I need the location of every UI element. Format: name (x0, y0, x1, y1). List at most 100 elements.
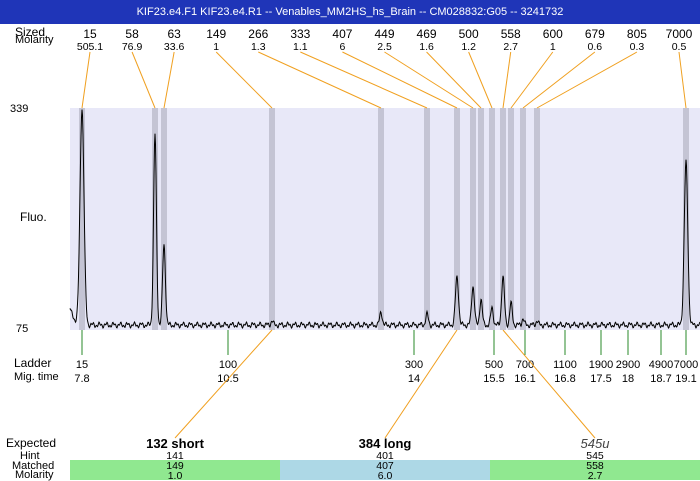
ladder-label: Ladder (14, 356, 52, 370)
peak-size-label: 600 (543, 27, 563, 41)
peak-connector (468, 51, 493, 109)
peak-size-label: 449 (374, 27, 394, 41)
peak-connector (163, 51, 175, 109)
ladder-time-label: 16.8 (554, 373, 575, 385)
peak-connector (81, 51, 91, 109)
peak-molarity-label: 1.1 (293, 41, 308, 53)
peak-molarity-label: 33.6 (164, 41, 185, 53)
peak-molarity-label: 2.7 (503, 41, 518, 53)
molarity-bottom-label: Molarity (15, 469, 54, 481)
peak-size-label: 58 (125, 27, 139, 41)
peak-connector (678, 51, 687, 109)
expected-connector (174, 329, 273, 439)
expected-product-label: 545u (581, 436, 610, 451)
peak-connector (502, 51, 512, 109)
ladder-time-label: 19.1 (675, 373, 696, 385)
sized-label: Sized (15, 25, 46, 39)
peak-molarity-label: 505.1 (77, 41, 103, 53)
expected-matched-value: 407 (376, 460, 394, 472)
peak-connector (215, 51, 273, 109)
y-max-label: 339 (10, 103, 29, 115)
peak-size-label: 149 (206, 27, 226, 41)
molarity-label: Molarity (15, 34, 54, 46)
ladder-time-label: 18.7 (650, 373, 671, 385)
expected-matched-value: 558 (586, 460, 604, 472)
peak-band (520, 108, 526, 330)
peak-molarity-label: 1.3 (251, 41, 266, 53)
peak-molarity-label: 0.3 (630, 41, 645, 53)
expected-molarity-value: 6.0 (378, 470, 393, 480)
matched-label: Matched (12, 460, 55, 472)
expected-bar-long (280, 460, 490, 480)
peak-band (424, 108, 430, 330)
peak-size-label: 469 (417, 27, 437, 41)
mig-time-label: Mig. time (14, 371, 59, 383)
peak-molarity-label: 2.5 (377, 41, 392, 53)
ladder-size-label: 4900 (649, 359, 673, 371)
peak-size-label: 679 (585, 27, 605, 41)
expected-hint-value: 401 (376, 450, 394, 462)
y-min-label: 75 (16, 323, 29, 335)
ladder-size-label: 700 (516, 359, 534, 371)
ladder-size-label: 300 (405, 359, 423, 371)
peak-size-label: 7000 (666, 27, 693, 41)
expected-product-label: 384 long (359, 436, 412, 451)
peak-connector (300, 51, 428, 109)
ladder-time-label: 16.1 (514, 373, 535, 385)
expected-molarity-value: 1.0 (168, 470, 183, 480)
peak-molarity-label: 1.2 (461, 41, 476, 53)
peak-connector (522, 51, 596, 109)
peak-size-label: 500 (459, 27, 479, 41)
window-title: KIF23.e4.F1 KIF23.e4.R1 -- Venables_MM2H… (0, 0, 700, 24)
peak-band (508, 108, 514, 330)
peak-band (454, 108, 460, 330)
ladder-size-label: 7000 (674, 359, 698, 371)
peak-molarity-label: 76.9 (122, 41, 143, 53)
ladder-time-label: 7.8 (74, 373, 89, 385)
ladder-time-label: 18 (622, 373, 634, 385)
fluo-axis-label: Fluo. (20, 210, 47, 224)
ladder-time-label: 15.5 (483, 373, 504, 385)
peak-size-label: 63 (167, 27, 181, 41)
ladder-size-label: 500 (485, 359, 503, 371)
ladder-size-label: 2900 (616, 359, 640, 371)
peak-size-label: 266 (248, 27, 268, 41)
peak-size-label: 407 (332, 27, 352, 41)
peak-connector (342, 51, 458, 109)
peak-band (478, 108, 484, 330)
fluorescence-trace (69, 109, 700, 330)
peak-connector (131, 51, 156, 109)
hint-label: Hint (20, 450, 40, 462)
peak-connector (258, 51, 382, 109)
ladder-time-label: 17.5 (590, 373, 611, 385)
peak-molarity-label: 1.6 (419, 41, 434, 53)
peak-band (79, 108, 85, 330)
expected-bar-short (70, 460, 280, 480)
peak-size-label: 558 (501, 27, 521, 41)
peak-molarity-label: 1 (213, 41, 219, 53)
peak-band (269, 108, 275, 330)
peak-connector (510, 51, 554, 109)
peak-molarity-label: 0.6 (588, 41, 603, 53)
peak-connector (536, 51, 638, 109)
expected-hint-value: 141 (166, 450, 184, 462)
peak-size-label: 805 (627, 27, 647, 41)
peak-band (378, 108, 384, 330)
peak-molarity-label: 6 (340, 41, 346, 53)
ladder-size-label: 1900 (589, 359, 613, 371)
expected-molarity-value: 2.7 (588, 470, 603, 480)
expected-label: Expected (6, 436, 57, 450)
ladder-size-label: 100 (219, 359, 237, 371)
expected-connector (384, 329, 458, 439)
peak-band (489, 108, 495, 330)
peak-band (534, 108, 540, 330)
peak-molarity-label: 0.5 (672, 41, 687, 53)
expected-bar-545u (490, 460, 700, 480)
peak-band (161, 108, 167, 330)
plot-area (70, 108, 700, 330)
expected-matched-value: 149 (166, 460, 184, 472)
peak-band (500, 108, 506, 330)
peak-molarity-label: 1 (550, 41, 556, 53)
expected-product-label: 132 short (146, 436, 204, 451)
